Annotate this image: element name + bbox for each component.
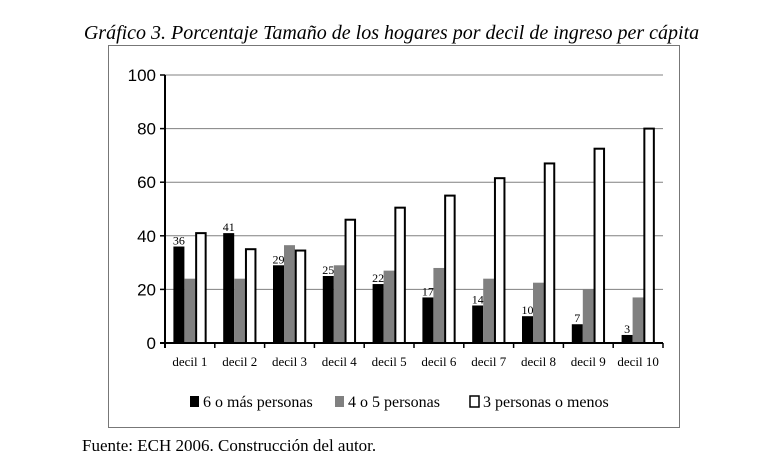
legend-swatch xyxy=(335,396,344,407)
bar-6-plus xyxy=(273,265,284,343)
legend-label: 6 o más personas xyxy=(203,394,313,411)
x-tick-label: decil 2 xyxy=(222,354,257,369)
bar-6-plus xyxy=(322,276,334,343)
bar-6-plus xyxy=(472,305,484,343)
source-note: Fuente: ECH 2006. Construcción del autor… xyxy=(82,436,377,455)
bar-4-5 xyxy=(582,289,594,343)
x-tick-label: decil 5 xyxy=(372,354,407,369)
y-tick-label: 20 xyxy=(137,280,156,299)
data-label: 22 xyxy=(372,271,384,285)
bar-4-5 xyxy=(184,278,196,343)
data-label: 17 xyxy=(422,284,434,298)
legend-label: 3 personas o menos xyxy=(483,394,609,411)
data-label: 7 xyxy=(574,311,580,325)
bar-6-plus xyxy=(223,233,235,343)
y-tick-label: 0 xyxy=(147,334,156,353)
bar-4-5 xyxy=(383,270,395,343)
bar-3-or-less xyxy=(444,194,456,344)
legend-swatch xyxy=(469,395,480,408)
x-tick-label: decil 8 xyxy=(521,354,556,369)
legend-swatch xyxy=(190,396,199,407)
bar-3-or-less xyxy=(394,206,406,344)
bar-6-plus xyxy=(571,324,583,343)
bar-3-or-less xyxy=(543,162,556,344)
bar-3-or-less xyxy=(294,249,307,344)
y-tick-label: 40 xyxy=(137,227,156,246)
legend-label: 4 o 5 personas xyxy=(348,394,440,411)
y-tick-label: 80 xyxy=(137,120,156,139)
bar-6-plus xyxy=(621,334,633,343)
data-label: 36 xyxy=(173,234,185,248)
data-label: 3 xyxy=(624,322,630,336)
chart-frame xyxy=(108,45,680,428)
bar-4-5 xyxy=(333,265,345,343)
x-tick-label: decil 6 xyxy=(421,354,457,369)
bar-6-plus xyxy=(173,246,185,343)
x-tick-label: decil 9 xyxy=(571,354,606,369)
x-tick-label: decil 4 xyxy=(322,354,358,369)
x-tick-label: decil 10 xyxy=(617,354,659,369)
bar-3-or-less xyxy=(593,147,606,344)
bar-3-or-less xyxy=(493,177,506,344)
bar-4-5 xyxy=(483,278,495,343)
bar-3-or-less xyxy=(195,232,207,344)
y-tick-label: 100 xyxy=(128,66,156,85)
bar-3-or-less xyxy=(244,248,257,344)
data-label: 25 xyxy=(322,263,334,277)
data-label: 29 xyxy=(273,252,285,266)
bar-6-plus xyxy=(522,316,533,343)
bar-6-plus xyxy=(422,297,434,343)
bar-4-5 xyxy=(632,297,644,343)
x-tick-label: decil 3 xyxy=(272,354,307,369)
x-tick-label: decil 1 xyxy=(172,354,207,369)
bar-4-5 xyxy=(284,245,295,343)
data-label: 10 xyxy=(522,303,534,317)
bar-4-5 xyxy=(533,282,544,343)
bar-6-plus xyxy=(372,284,384,343)
bar-3-or-less xyxy=(643,127,655,344)
bar-3-or-less xyxy=(344,218,357,344)
bar-4-5 xyxy=(433,267,445,343)
bar-4-5 xyxy=(234,278,246,343)
y-tick-label: 60 xyxy=(137,173,156,192)
x-tick-label: decil 7 xyxy=(471,354,507,369)
data-label: 41 xyxy=(223,220,235,234)
chart-title: Gráfico 3. Porcentaje Tamaño de los hoga… xyxy=(83,22,700,44)
data-label: 14 xyxy=(472,292,484,306)
